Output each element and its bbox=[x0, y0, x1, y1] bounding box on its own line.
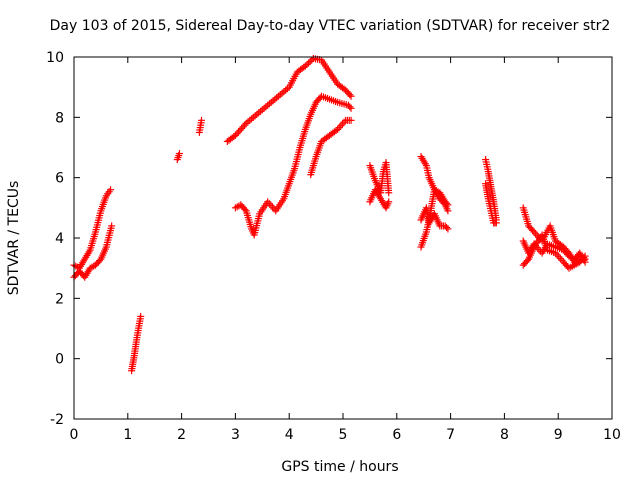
data-point bbox=[238, 125, 246, 133]
data-point bbox=[96, 257, 104, 265]
x-axis-label: GPS time / hours bbox=[281, 459, 398, 475]
data-point bbox=[241, 121, 249, 129]
data-point bbox=[301, 62, 309, 70]
y-tick-label: 6 bbox=[55, 171, 64, 187]
series-seg-b bbox=[70, 222, 116, 281]
x-tick-label: 0 bbox=[70, 427, 79, 443]
data-point bbox=[198, 116, 206, 124]
data-point bbox=[137, 312, 145, 320]
data-point bbox=[308, 56, 316, 64]
plot-area-frame bbox=[73, 56, 613, 420]
y-axis-label: SDTVAR / TECUs bbox=[6, 181, 22, 296]
series-seg-f bbox=[223, 55, 355, 145]
data-point bbox=[236, 126, 244, 134]
data-point bbox=[385, 189, 393, 197]
series-seg-m bbox=[417, 186, 452, 251]
data-point bbox=[234, 128, 242, 136]
data-point bbox=[523, 257, 531, 265]
x-tick-label: 7 bbox=[446, 427, 455, 443]
series-seg-j bbox=[366, 186, 393, 212]
data-point bbox=[347, 104, 355, 112]
x-tick-label: 5 bbox=[339, 427, 348, 443]
x-tick-label: 2 bbox=[177, 427, 186, 443]
series-seg-c bbox=[128, 312, 145, 375]
data-point bbox=[346, 91, 354, 99]
y-tick-label: 0 bbox=[55, 352, 64, 368]
data-point bbox=[231, 131, 239, 139]
data-point bbox=[443, 199, 451, 207]
data-point bbox=[347, 92, 355, 100]
data-point bbox=[444, 201, 452, 209]
chart-title: Day 103 of 2015, Sidereal Day-to-day VTE… bbox=[50, 18, 611, 34]
x-tick-label: 1 bbox=[123, 427, 132, 443]
x-tick-label: 3 bbox=[231, 427, 240, 443]
data-point bbox=[444, 207, 452, 215]
data-point bbox=[306, 58, 314, 66]
x-tick-label: 6 bbox=[392, 427, 401, 443]
data-point bbox=[444, 225, 452, 233]
data-point bbox=[347, 116, 355, 124]
data-point bbox=[233, 130, 241, 138]
y-tick-label: 10 bbox=[46, 50, 64, 66]
y-tick-label: 4 bbox=[55, 231, 64, 247]
series-seg-e bbox=[195, 116, 206, 136]
series-seg-d bbox=[173, 150, 183, 164]
series-seg-l bbox=[417, 204, 452, 233]
data-point bbox=[385, 198, 393, 206]
series-seg-g bbox=[231, 92, 355, 239]
series-seg-h bbox=[307, 116, 355, 179]
x-tick-label: 10 bbox=[603, 427, 621, 443]
data-point bbox=[346, 103, 354, 111]
data-point bbox=[529, 226, 537, 234]
data-point bbox=[492, 219, 500, 227]
data-point bbox=[107, 186, 115, 194]
x-tick-label: 4 bbox=[285, 427, 294, 443]
data-point bbox=[332, 127, 340, 135]
data-point bbox=[581, 258, 589, 266]
y-tick-label: 8 bbox=[55, 110, 64, 126]
x-tick-label: 8 bbox=[500, 427, 509, 443]
tick-labels: 0 1 2 3 4 5 6 7 8 9 10 -2 0 2 4 6 8 10 bbox=[46, 50, 621, 443]
data-point bbox=[175, 150, 183, 158]
data-point bbox=[305, 59, 313, 67]
data-point bbox=[241, 205, 249, 213]
data-point bbox=[239, 123, 247, 131]
data-point bbox=[108, 222, 116, 230]
y-tick-label: 2 bbox=[55, 291, 64, 307]
data-point bbox=[443, 223, 451, 231]
y-tick-label: -2 bbox=[50, 412, 64, 428]
series-seg-r bbox=[519, 237, 589, 266]
data-point bbox=[303, 61, 311, 69]
series-seg-o bbox=[482, 180, 500, 227]
x-tick-label: 9 bbox=[554, 427, 563, 443]
data-points bbox=[70, 55, 589, 375]
